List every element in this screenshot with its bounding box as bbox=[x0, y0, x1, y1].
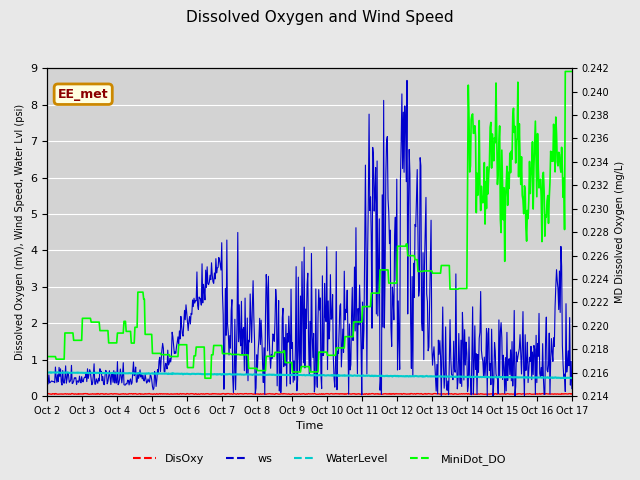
X-axis label: Time: Time bbox=[296, 421, 323, 432]
Text: Dissolved Oxygen and Wind Speed: Dissolved Oxygen and Wind Speed bbox=[186, 10, 454, 24]
Text: EE_met: EE_met bbox=[58, 88, 109, 101]
Y-axis label: Dissolved Oxygen (mV), Wind Speed, Water Lvl (psi): Dissolved Oxygen (mV), Wind Speed, Water… bbox=[15, 104, 25, 360]
Y-axis label: MD Dissolved Oxygen (mg/L): MD Dissolved Oxygen (mg/L) bbox=[615, 161, 625, 303]
Legend: DisOxy, ws, WaterLevel, MiniDot_DO: DisOxy, ws, WaterLevel, MiniDot_DO bbox=[129, 450, 511, 469]
